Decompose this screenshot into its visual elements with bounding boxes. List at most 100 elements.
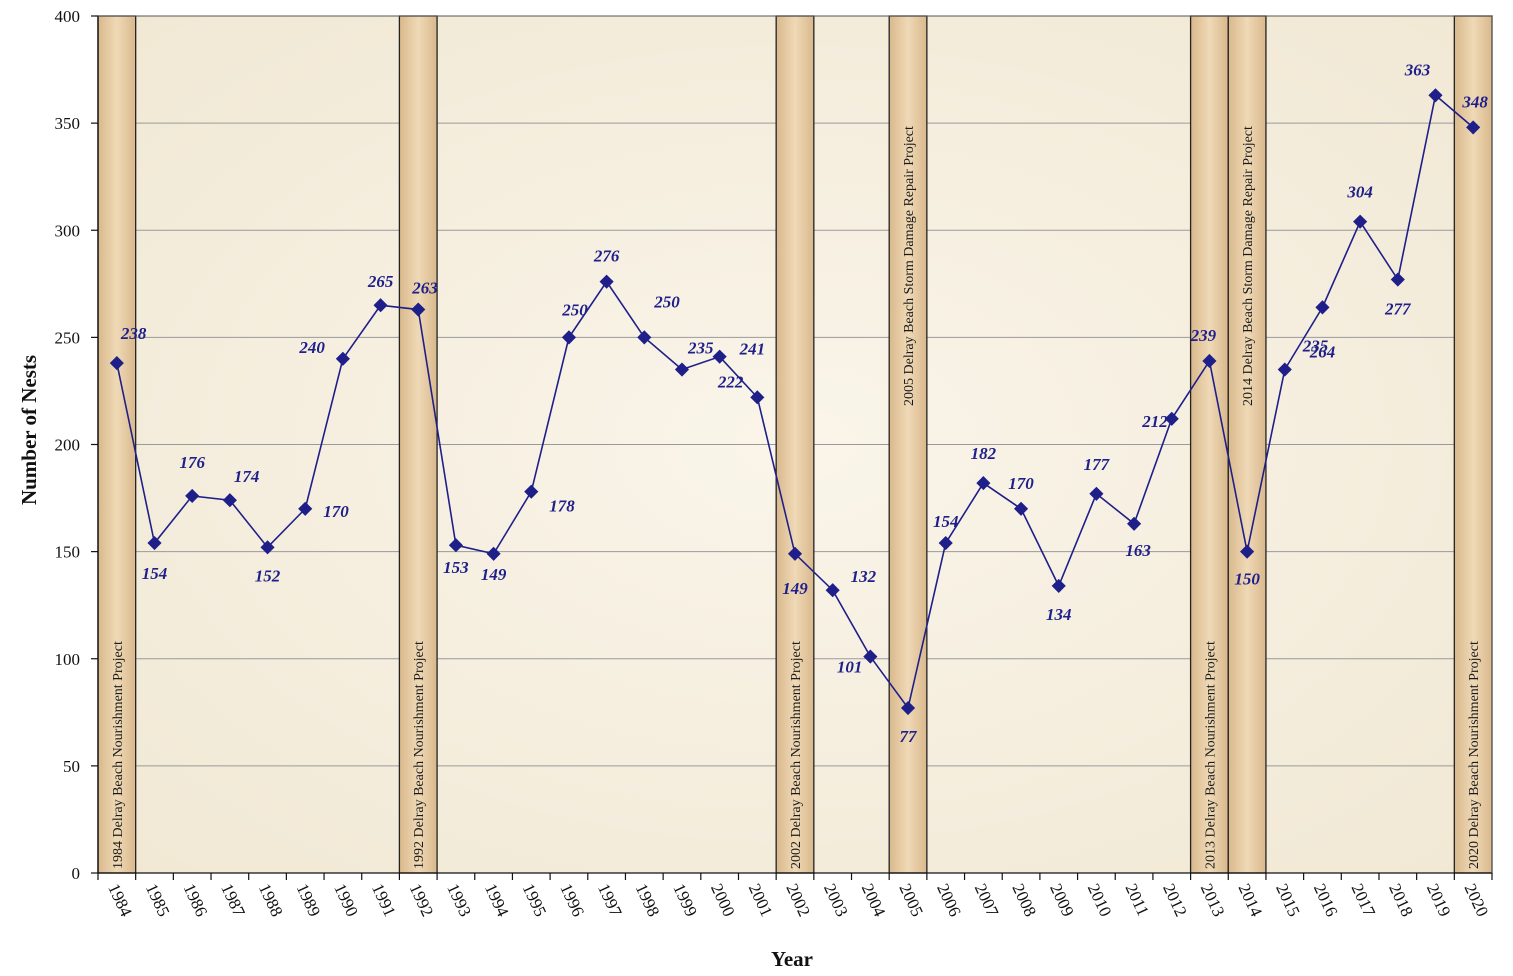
data-label: 235 [687,339,714,358]
project-label: 2002 Delray Beach Nourishment Project [789,641,804,869]
data-label: 101 [837,658,863,677]
x-tick-label: 2019 [1423,881,1455,920]
x-tick-label: 1998 [632,881,664,920]
data-point [1164,411,1179,426]
x-tick-label: 2011 [1121,881,1152,919]
x-tick-label: 2016 [1310,881,1342,920]
data-point [938,535,953,551]
x-tick-label: 2000 [707,881,739,920]
x-tick-label: 1996 [556,881,588,920]
data-label: 250 [561,300,588,319]
project-label: 1992 Delray Beach Nourishment Project [412,641,427,869]
x-tick-label: 2001 [745,881,777,920]
data-label: 264 [1309,342,1336,361]
data-label: 277 [1384,300,1412,319]
x-tick-label: 1994 [481,881,513,920]
data-point [561,330,577,345]
y-tick-label: 250 [55,328,81,347]
y-tick-label: 300 [55,221,81,240]
data-point [524,484,539,499]
data-label: 152 [255,566,281,585]
data-label: 163 [1125,541,1151,560]
project-label: 1984 Delray Beach Nourishment Project [111,641,126,869]
data-label: 222 [717,372,744,391]
data-point [373,298,388,313]
x-tick-label: 2017 [1348,881,1380,920]
data-point [1390,272,1405,287]
project-band [97,15,137,874]
x-tick-label: 2013 [1197,881,1229,920]
data-label: 132 [851,567,877,586]
data-label: 150 [1234,570,1260,589]
data-point [1428,88,1443,103]
project-band [775,15,815,874]
x-axis-title: Year [771,947,813,971]
data-label: 212 [1141,412,1168,431]
data-point [976,475,991,491]
data-point [486,546,501,561]
data-label: 241 [739,340,766,359]
x-tick-label: 2009 [1046,881,1078,920]
x-tick-label: 2010 [1084,881,1116,920]
data-label: 134 [1046,605,1072,624]
x-tick-label: 1991 [368,881,400,920]
project-band [398,15,438,874]
data-point [900,700,916,716]
data-label: 265 [367,272,394,291]
x-tick-label: 2003 [820,881,852,920]
data-point [1315,300,1330,315]
data-point [1277,362,1292,377]
x-tick-label: 2012 [1159,881,1191,920]
data-point [787,546,803,561]
data-point [1466,120,1481,135]
data-label: 77 [900,727,919,746]
x-tick-label: 1989 [293,881,325,920]
x-tick-label: 2005 [895,881,927,920]
x-tick-label: 2014 [1234,881,1266,920]
x-tick-label: 1997 [594,881,626,920]
data-point [863,649,878,664]
data-point [335,351,350,366]
data-point [298,501,313,516]
x-tick-label: 1995 [519,881,551,920]
nest-series [109,88,1481,716]
data-point [712,349,727,364]
y-tick-label: 200 [55,436,81,455]
data-label: 363 [1404,60,1431,79]
data-point [599,274,614,289]
data-label: 348 [1461,92,1488,111]
x-tick-label: 1999 [669,881,701,920]
data-point [825,583,840,598]
data-point [411,302,426,317]
data-point [1353,214,1368,229]
x-tick-label: 1986 [180,881,212,920]
x-tick-label: 1987 [217,881,249,920]
project-band [888,15,928,874]
project-label: 2014 Delray Beach Storm Damage Repair Pr… [1241,126,1256,406]
data-point [1240,544,1255,559]
data-point [147,535,162,551]
x-tick-label: 1985 [142,881,174,920]
data-label: 177 [1084,455,1111,474]
x-tick-label: 2008 [1008,881,1040,920]
project-label: 2013 Delray Beach Nourishment Project [1203,641,1218,869]
x-tick-label: 1992 [406,881,438,920]
x-tick-label: 2006 [933,881,965,920]
y-axis-title: Number of Nests [17,355,41,505]
data-point [674,362,690,377]
data-point [109,356,124,371]
y-tick-label: 150 [55,543,81,562]
data-point [750,390,765,405]
x-tick-label: 2015 [1272,881,1304,920]
y-tick-label: 0 [72,864,81,883]
data-label: 304 [1346,183,1373,202]
y-tick-label: 50 [63,757,80,776]
x-tick-label: 1993 [443,881,475,920]
data-label: 239 [1190,326,1217,345]
x-tick-label: 2004 [858,881,890,920]
data-label: 149 [481,565,507,584]
data-label: 176 [179,453,205,472]
data-point [637,330,652,345]
data-label: 182 [971,444,997,463]
